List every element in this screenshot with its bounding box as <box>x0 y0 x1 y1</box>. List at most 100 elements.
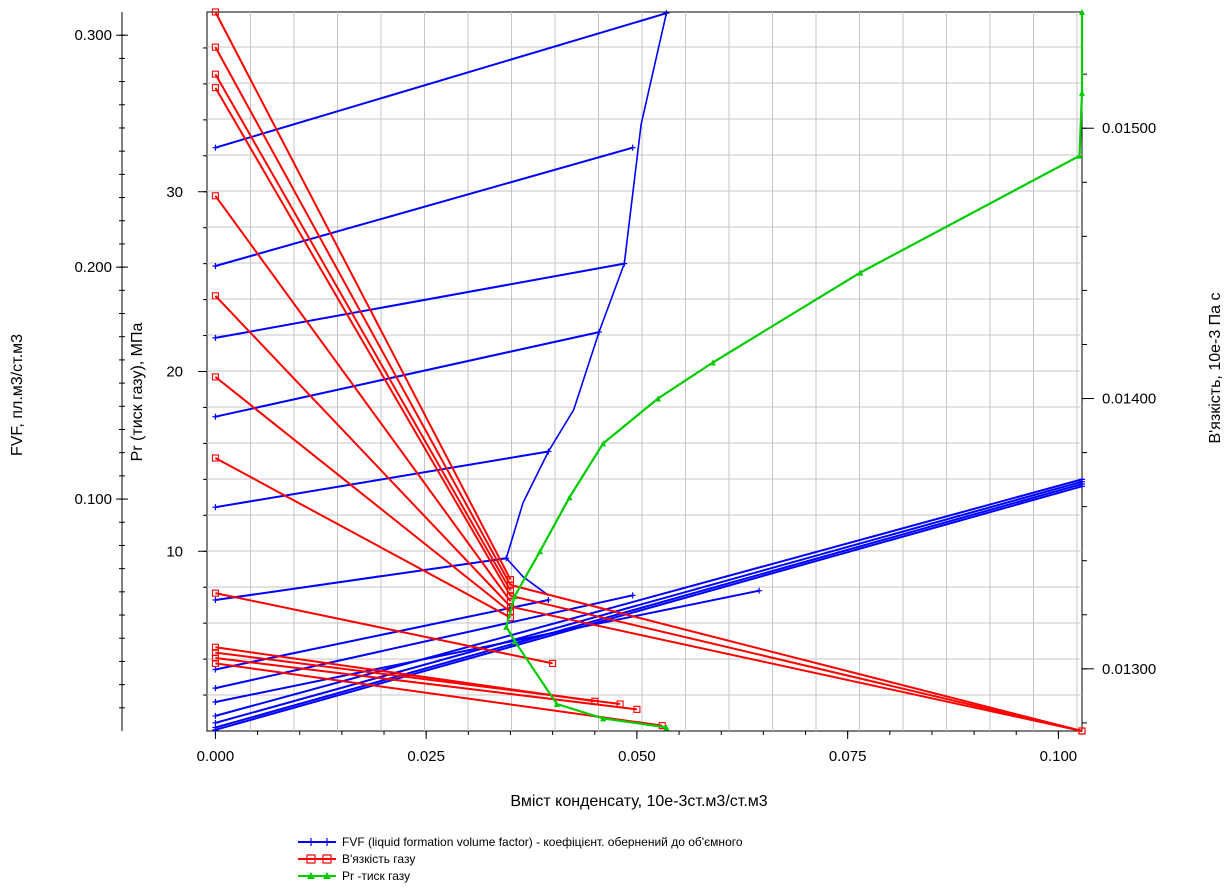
fvf-line <box>215 483 1083 729</box>
fvf-point <box>212 712 219 719</box>
fvf-point <box>629 144 636 151</box>
fvf-axis-title: FVF, пл.м3/ст.м3 <box>9 334 26 456</box>
viscosity-point <box>211 84 219 92</box>
viscosity-line <box>214 11 512 581</box>
axes: 0.000 0.025 0.050 0.075 0.100 0.100 0.200 0.300… <box>74 12 1156 765</box>
pressure-point <box>709 359 716 366</box>
viscosity-point <box>211 649 219 657</box>
viscosity-line <box>214 73 512 591</box>
fvf-point <box>212 413 219 420</box>
fvf-tick-label: 0.100 <box>74 491 112 508</box>
pressure-point <box>1079 89 1085 96</box>
pressure-point <box>511 593 518 600</box>
viscosity-point <box>211 589 219 597</box>
viscosity-point <box>211 292 219 300</box>
viscosity-line <box>510 594 1083 732</box>
fvf-point <box>1079 483 1085 490</box>
viscosity-point <box>211 643 219 651</box>
legend: FVF (liquid formation volume factor) - к… <box>298 833 743 884</box>
fvf-line <box>215 485 1083 731</box>
pr-axis-title: Pr (тиск газу), МПа <box>129 323 146 462</box>
viscosity-line <box>214 376 512 613</box>
viscosity-line <box>214 195 512 602</box>
legend-swatch-fvf <box>298 837 336 846</box>
pressure-point <box>600 440 607 447</box>
viscosity-point <box>633 705 641 713</box>
legend-label-pressure: Pr -тиск газу <box>342 868 411 883</box>
x-tick-label: 0.100 <box>1040 748 1078 765</box>
viscosity-line <box>510 584 1083 732</box>
legend-swatch-viscosity <box>298 853 336 864</box>
fvf-point <box>545 596 552 603</box>
pr-tick-label: 20 <box>166 364 183 381</box>
legend-swatch-pressure <box>298 871 336 879</box>
legend-item-viscosity: В'язкість газу <box>298 850 743 867</box>
pressure-point <box>511 638 518 645</box>
pressure-point <box>857 269 864 276</box>
fvf-point <box>212 726 219 733</box>
viscosity-line <box>214 46 512 586</box>
fvf-line <box>215 12 667 149</box>
viscosity-tick-label: 0.01400 <box>1102 391 1156 408</box>
x-tick-label: 0.025 <box>407 748 445 765</box>
viscosity-line <box>214 87 512 597</box>
fvf-line <box>215 599 549 671</box>
viscosity-point <box>506 581 515 589</box>
series-layer <box>211 8 1086 735</box>
fvf-point <box>212 699 219 706</box>
x-tick-label: 0.075 <box>829 748 867 765</box>
fvf-line <box>215 331 600 418</box>
viscosity-line <box>214 457 511 619</box>
pressure-point <box>536 548 543 555</box>
legend-item-fvf: FVF (liquid formation volume factor) - к… <box>298 833 743 850</box>
legend-item-pressure: Pr -тиск газу <box>298 867 743 884</box>
viscosity-point <box>211 43 219 51</box>
fvf-point <box>212 262 219 269</box>
fvf-tick-label: 0.200 <box>74 259 112 276</box>
viscosity-line <box>215 662 663 727</box>
fvf-point <box>629 592 636 599</box>
pressure-point <box>566 494 573 501</box>
viscosity-point <box>211 659 219 667</box>
fvf-point <box>756 587 763 594</box>
viscosity-line <box>215 592 553 665</box>
pressure-point <box>1076 152 1083 159</box>
pressure-point <box>600 715 607 722</box>
legend-label-viscosity: В'язкість газу <box>342 851 416 866</box>
x-tick-label: 0.050 <box>618 748 656 765</box>
fvf-tick-label: 0.300 <box>74 27 112 44</box>
viscosity-point <box>1078 727 1086 735</box>
viscosity-point <box>211 8 219 16</box>
viscosity-axis-title: В'язкість, 10е-3 Па с <box>1207 292 1224 443</box>
fvf-line <box>215 557 507 601</box>
fvf-line <box>215 450 549 509</box>
viscosity-line <box>214 295 512 608</box>
fvf-point <box>212 596 219 603</box>
pressure-point <box>1079 9 1085 15</box>
grid <box>206 11 1083 732</box>
viscosity-point <box>549 659 557 667</box>
pressure-point <box>654 395 661 402</box>
viscosity-point <box>211 454 219 462</box>
viscosity-point <box>211 192 219 200</box>
pressure-point <box>553 701 560 708</box>
x-axis-title: Вміст конденсату, 10е-3ст.м3/ст.м3 <box>510 793 767 810</box>
viscosity-point <box>211 654 219 662</box>
pressure-point <box>663 724 670 731</box>
viscosity-point <box>211 373 219 381</box>
viscosity-line <box>215 657 638 711</box>
fvf-envelope-line <box>505 13 668 596</box>
viscosity-tick-label: 0.01500 <box>1102 120 1156 137</box>
viscosity-point <box>211 70 219 78</box>
x-tick-label: 0.000 <box>197 748 235 765</box>
chart: 0.000 0.025 0.050 0.075 0.100 0.100 0.200 0.300… <box>9 8 1224 810</box>
viscosity-tick-label: 0.01300 <box>1102 661 1156 678</box>
pr-tick-label: 30 <box>166 184 183 201</box>
fvf-line <box>215 262 625 339</box>
fvf-point <box>212 685 219 692</box>
fvf-point <box>212 334 219 341</box>
pr-tick-label: 10 <box>166 543 183 560</box>
fvf-point <box>212 666 219 673</box>
fvf-line <box>215 146 633 267</box>
fvf-point <box>212 144 219 151</box>
